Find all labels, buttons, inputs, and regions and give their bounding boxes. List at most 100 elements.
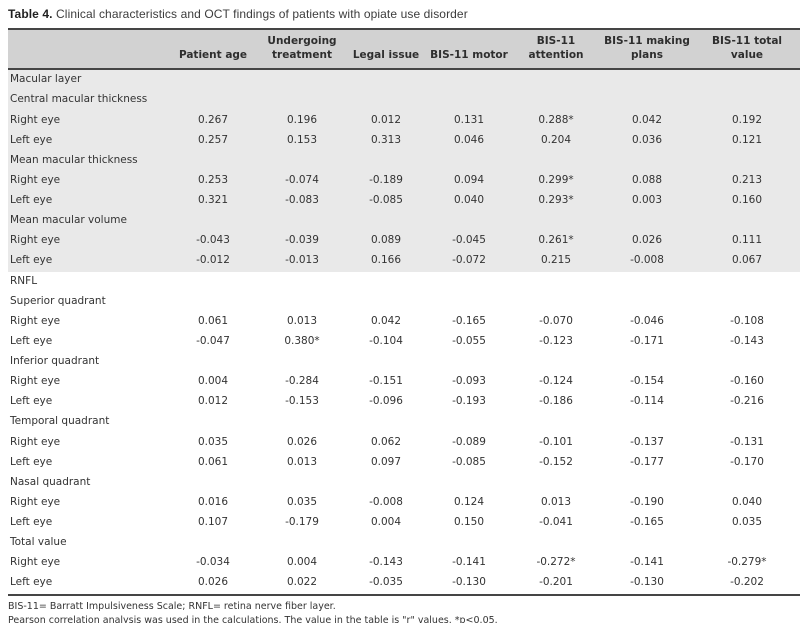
value-cell-patient-age: 0.107 — [197, 516, 229, 529]
table-title: Table 4. Clinical characteristics and OC… — [8, 7, 800, 21]
value-cell-undergoing-treatment: 0.380* — [284, 334, 320, 347]
value-cell-bis-11-motor: 0.124 — [453, 495, 485, 508]
value-cell-bis-11-total-value: -0.160 — [730, 375, 764, 388]
value-cell-bis-11-making-plans: 0.036 — [600, 130, 694, 151]
subsection-superior-quadrant-row: Superior quadrant — [8, 292, 800, 312]
footnote-abbreviations: BIS-11= Barratt Impulsiveness Scale; RNF… — [8, 600, 336, 612]
value-cell-undergoing-treatment: 0.013 — [286, 314, 318, 327]
value-cell-bis-11-motor: 0.040 — [426, 191, 512, 212]
value-cell-bis-11-making-plans: 0.042 — [600, 110, 694, 131]
value-cell-legal-issue: 0.042 — [370, 314, 402, 327]
row-label-left-eye: Left eye — [10, 455, 53, 468]
data-row-superior-quadrant-left-eye: Left eye -0.047 0.380* -0.104 -0.055 -0.123 -0… — [8, 332, 800, 352]
table-caption-text: Clinical characteristics and OCT finding… — [56, 7, 468, 21]
row-label-left-eye: Left eye — [8, 130, 168, 151]
data-row-total-value-right-eye: Right eye -0.034 0.004 -0.143 -0.141 -0.272* -… — [8, 553, 800, 573]
value-cell-undergoing-treatment: -0.083 — [258, 191, 346, 212]
row-label-right-eye: Right eye — [10, 314, 61, 327]
value-cell-bis-11-motor: -0.055 — [452, 334, 486, 347]
subsection-inferior-quadrant-row: Inferior quadrant — [8, 352, 800, 372]
value-cell-bis-11-making-plans: 0.026 — [600, 231, 694, 252]
value-cell-undergoing-treatment: 0.035 — [286, 495, 318, 508]
value-cell-undergoing-treatment: 0.026 — [286, 435, 318, 448]
value-cell-patient-age: 0.016 — [197, 495, 229, 508]
subsection-total-value-row: Total value — [8, 533, 800, 553]
value-cell-undergoing-treatment: -0.153 — [285, 395, 319, 408]
subsection-temporal-quadrant-row: Temporal quadrant — [8, 412, 800, 432]
data-row-mean-macular-thickness-right-eye: Right eye 0.253 -0.074 -0.189 0.094 0.299* 0.0… — [8, 170, 800, 192]
subsection-central-macular-thickness-row: Central macular thickness — [8, 90, 800, 111]
value-cell-legal-issue: 0.089 — [346, 231, 426, 252]
column-header-legal-issue: Legal issue — [346, 27, 426, 71]
value-cell-bis-11-motor: 0.094 — [426, 170, 512, 192]
row-label-right-eye: Right eye — [10, 435, 61, 448]
value-cell-bis-11-total-value: 0.121 — [694, 130, 800, 151]
value-cell-patient-age: 0.004 — [197, 375, 229, 388]
subsection-mean-macular-thickness-row: Mean macular thickness — [8, 150, 800, 171]
footnote-method: Pearson correlation analysis was used in… — [8, 615, 498, 623]
value-cell-bis-11-total-value: -0.170 — [730, 455, 764, 468]
value-cell-legal-issue: -0.104 — [369, 334, 403, 347]
value-cell-bis-11-attention: 0.299* — [512, 170, 600, 192]
table-header: Patient age Undergoing treatment Legal iss… — [8, 27, 800, 71]
column-header-bis-11-making-plans: BIS-11 making plans — [600, 27, 694, 71]
data-row-total-value-left-eye: Left eye 0.026 0.022 -0.035 -0.130 -0.201 -0.1… — [8, 573, 800, 596]
value-cell-undergoing-treatment: 0.013 — [286, 455, 318, 468]
subsection-mean-macular-thickness: Mean macular thickness — [8, 150, 800, 171]
value-cell-bis-11-total-value: 0.192 — [694, 110, 800, 131]
row-label-left-eye: Left eye — [8, 573, 168, 596]
value-cell-bis-11-total-value: -0.216 — [730, 395, 764, 408]
value-cell-bis-11-making-plans: 0.003 — [600, 191, 694, 212]
data-row-mean-macular-thickness-left-eye: Left eye 0.321 -0.083 -0.085 0.040 0.293* 0.00… — [8, 191, 800, 212]
row-label-right-eye: Right eye — [8, 110, 168, 131]
value-cell-patient-age: 0.035 — [197, 435, 229, 448]
value-cell-bis-11-making-plans: -0.154 — [630, 375, 664, 388]
subsection-temporal-quadrant: Temporal quadrant — [10, 415, 110, 428]
value-cell-bis-11-motor: -0.085 — [452, 455, 486, 468]
value-cell-patient-age: 0.321 — [168, 191, 258, 212]
value-cell-bis-11-motor: -0.045 — [426, 231, 512, 252]
value-cell-patient-age: 0.257 — [168, 130, 258, 151]
section-rnfl: RNFL — [10, 274, 38, 287]
subsection-superior-quadrant: Superior quadrant — [10, 294, 106, 307]
value-cell-legal-issue: 0.012 — [346, 110, 426, 131]
value-cell-bis-11-attention: -0.124 — [539, 375, 573, 388]
subsection-inferior-quadrant: Inferior quadrant — [10, 355, 100, 368]
value-cell-undergoing-treatment: -0.284 — [285, 375, 319, 388]
row-label-right-eye: Right eye — [8, 170, 168, 192]
data-row-central-macular-thickness-right-eye: Right eye 0.267 0.196 0.012 0.131 0.288* 0.042… — [8, 110, 800, 131]
column-header-undergoing-treatment: Undergoing treatment — [258, 27, 346, 71]
data-row-central-macular-thickness-left-eye: Left eye 0.257 0.153 0.313 0.046 0.204 0.036 0.… — [8, 130, 800, 151]
column-header-bis-11-total-value: BIS-11 total value — [694, 27, 800, 71]
value-cell-bis-11-motor: -0.089 — [452, 435, 486, 448]
data-row-nasal-quadrant-left-eye: Left eye 0.107 -0.179 0.004 0.150 -0.041 -0.16… — [8, 513, 800, 533]
value-cell-patient-age: 0.026 — [168, 573, 258, 596]
value-cell-bis-11-attention: 0.288* — [512, 110, 600, 131]
subsection-mean-macular-volume: Mean macular volume — [8, 211, 800, 232]
row-label-left-eye: Left eye — [10, 516, 53, 529]
value-cell-bis-11-motor: 0.131 — [426, 110, 512, 131]
row-label-right-eye: Right eye — [8, 231, 168, 252]
value-cell-bis-11-attention: 0.215 — [512, 251, 600, 272]
row-label-left-eye: Left eye — [10, 395, 53, 408]
row-label-right-eye: Right eye — [10, 375, 61, 388]
data-row-superior-quadrant-right-eye: Right eye 0.061 0.013 0.042 -0.165 -0.070 -0.0… — [8, 312, 800, 332]
value-cell-patient-age: -0.012 — [168, 251, 258, 272]
value-cell-undergoing-treatment: 0.196 — [258, 110, 346, 131]
value-cell-bis-11-making-plans: -0.130 — [600, 573, 694, 596]
column-header-empty — [8, 27, 168, 71]
value-cell-bis-11-making-plans: 0.088 — [600, 170, 694, 192]
value-cell-bis-11-motor: -0.072 — [426, 251, 512, 272]
value-cell-patient-age: -0.047 — [196, 334, 230, 347]
header-row: Patient age Undergoing treatment Legal iss… — [8, 27, 800, 71]
value-cell-legal-issue: 0.166 — [346, 251, 426, 272]
value-cell-undergoing-treatment: -0.074 — [258, 170, 346, 192]
value-cell-bis-11-total-value: 0.213 — [694, 170, 800, 192]
value-cell-legal-issue: -0.189 — [346, 170, 426, 192]
value-cell-bis-11-attention: 0.293* — [512, 191, 600, 212]
footnotes: BIS-11= Barratt Impulsiveness Scale; RNF… — [8, 600, 800, 623]
section-macular-layer-row: Macular layer — [8, 69, 800, 91]
value-cell-undergoing-treatment: 0.004 — [286, 556, 318, 569]
value-cell-bis-11-making-plans: -0.171 — [630, 334, 664, 347]
